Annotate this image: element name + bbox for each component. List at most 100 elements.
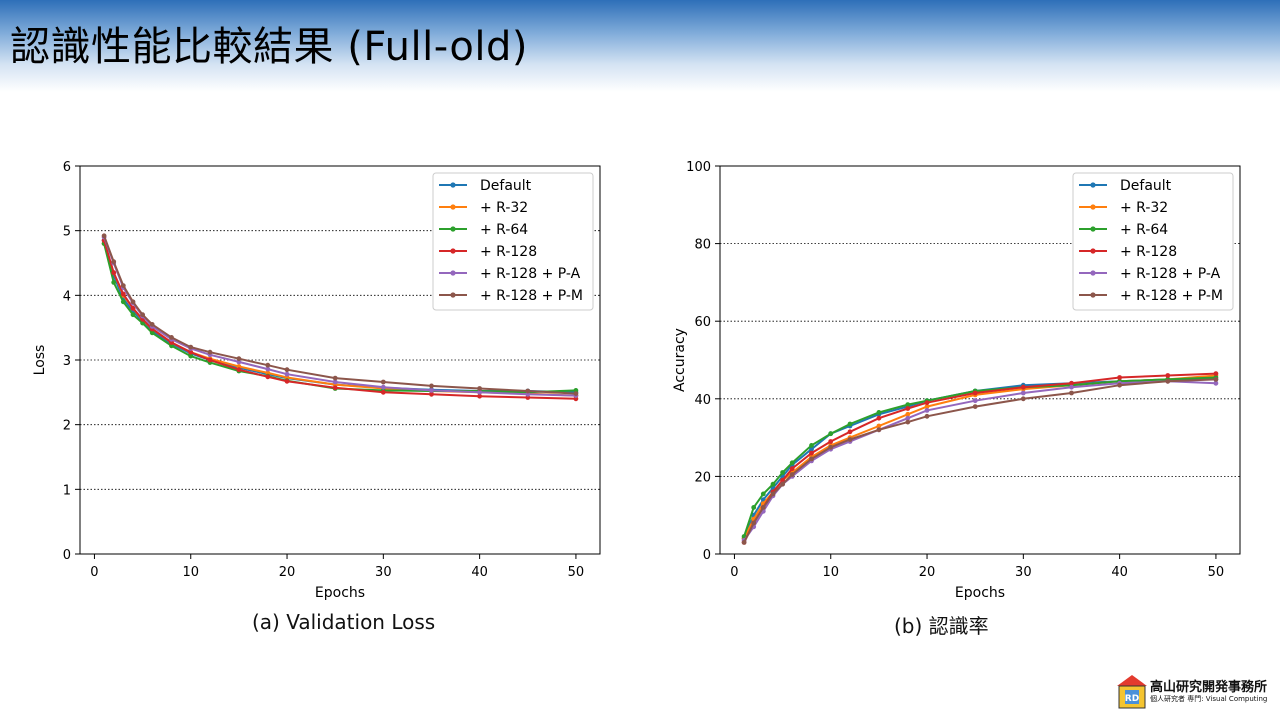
legend-label: Default [480,178,532,194]
data-point [429,391,434,397]
data-point [332,385,338,391]
data-point [905,415,911,421]
data-point [847,429,853,435]
x-tick-label: 10 [182,565,199,580]
legend-swatch-marker [450,204,456,210]
data-point [770,481,776,487]
data-point [169,343,174,349]
plot-frame [719,165,1241,555]
data-point [809,446,814,452]
logo-subtitle: 個人研究者 専門: Visual Computing [1150,695,1268,703]
data-point [789,472,795,477]
data-point [111,259,117,265]
data-point [1165,373,1171,378]
legend-label: + R-32 [1120,200,1168,216]
data-point [876,427,882,433]
data-point [1165,378,1171,384]
data-point [207,349,213,355]
data-point [770,491,776,497]
data-point [380,384,386,390]
y-tick-label: 0 [703,548,711,563]
y-tick-label: 40 [694,393,711,408]
chart-validation-loss: 0 10 20 30 40 50 0 1 2 3 4 5 6 Epochs Loss Default + R-3… [32,160,601,600]
data-point [924,404,930,409]
data-point [924,408,930,413]
data-point [1117,382,1122,388]
data-point [525,388,531,394]
x-tick-label: 10 [822,565,839,580]
x-axis-label: Epochs [955,585,1005,600]
data-point [477,389,482,395]
series-line-3 [103,240,576,400]
x-axis-label: Epochs [315,585,365,600]
data-point [120,283,126,288]
legend-swatch-marker [450,292,456,298]
y-tick-label: 80 [694,238,711,253]
y-tick-label: 6 [63,160,71,175]
data-point [265,362,271,368]
legend-swatch-marker [450,182,456,188]
data-point [1020,384,1026,390]
data-point [477,393,482,399]
y-tick-label: 0 [63,548,71,563]
data-point [284,371,290,377]
legend-box [432,172,594,311]
legend-label: + R-32 [480,200,528,216]
data-point [149,330,155,336]
svg-text:RD: RD [1125,694,1139,704]
series-line-5 [743,378,1216,543]
data-point [876,415,882,421]
data-point [380,379,386,385]
x-tick-label: 50 [1208,565,1225,580]
data-point [809,450,814,456]
data-point [380,389,386,395]
data-point [111,280,117,285]
legend-swatch-marker [1090,292,1096,298]
y-tick-label: 100 [686,160,711,175]
data-point [149,322,155,327]
caption-validation-loss: (a) Validation Loss [252,610,436,634]
data-point [265,374,271,380]
logo: RD 高山研究開発事務所 個人研究者 専門: Visual Computing [1116,672,1268,712]
legend-label: + R-128 + P-M [480,288,583,304]
data-point [876,410,882,415]
data-point [847,421,853,427]
data-point [780,470,785,475]
header-band [0,0,1280,92]
data-point [265,366,271,372]
data-point [905,411,911,417]
data-point [130,312,136,318]
legend-label: + R-128 + P-M [1120,288,1223,304]
data-point [169,335,174,340]
data-point [809,443,814,448]
data-point [924,400,930,406]
data-point [101,233,107,239]
y-tick-label: 5 [63,225,71,240]
legend-swatch-marker [1090,182,1096,188]
x-tick-label: 40 [1111,565,1128,580]
data-point [972,390,978,396]
data-point [429,388,434,393]
data-point [751,505,757,510]
legend-label: + R-128 + P-A [480,266,581,282]
data-point [188,344,194,350]
data-point [236,356,242,362]
x-tick-label: 30 [1015,565,1032,580]
y-axis-label: Loss [32,345,48,376]
legend-swatch-marker [450,226,456,232]
y-tick-label: 3 [63,354,71,369]
data-point [789,466,795,471]
data-point [905,406,911,411]
data-point [1069,384,1074,390]
page-title: 認識性能比較結果 (Full-old) [10,24,528,70]
caption-accuracy: (b) 認識率 [894,614,989,638]
logo-emblem-icon: RD [1117,675,1147,709]
data-point [188,349,194,355]
data-point [284,367,290,373]
data-point [828,439,834,444]
data-point [905,419,911,425]
legend-swatch-marker [450,248,456,254]
y-tick-label: 1 [63,483,71,498]
data-point [120,299,126,305]
y-tick-label: 20 [694,470,711,485]
